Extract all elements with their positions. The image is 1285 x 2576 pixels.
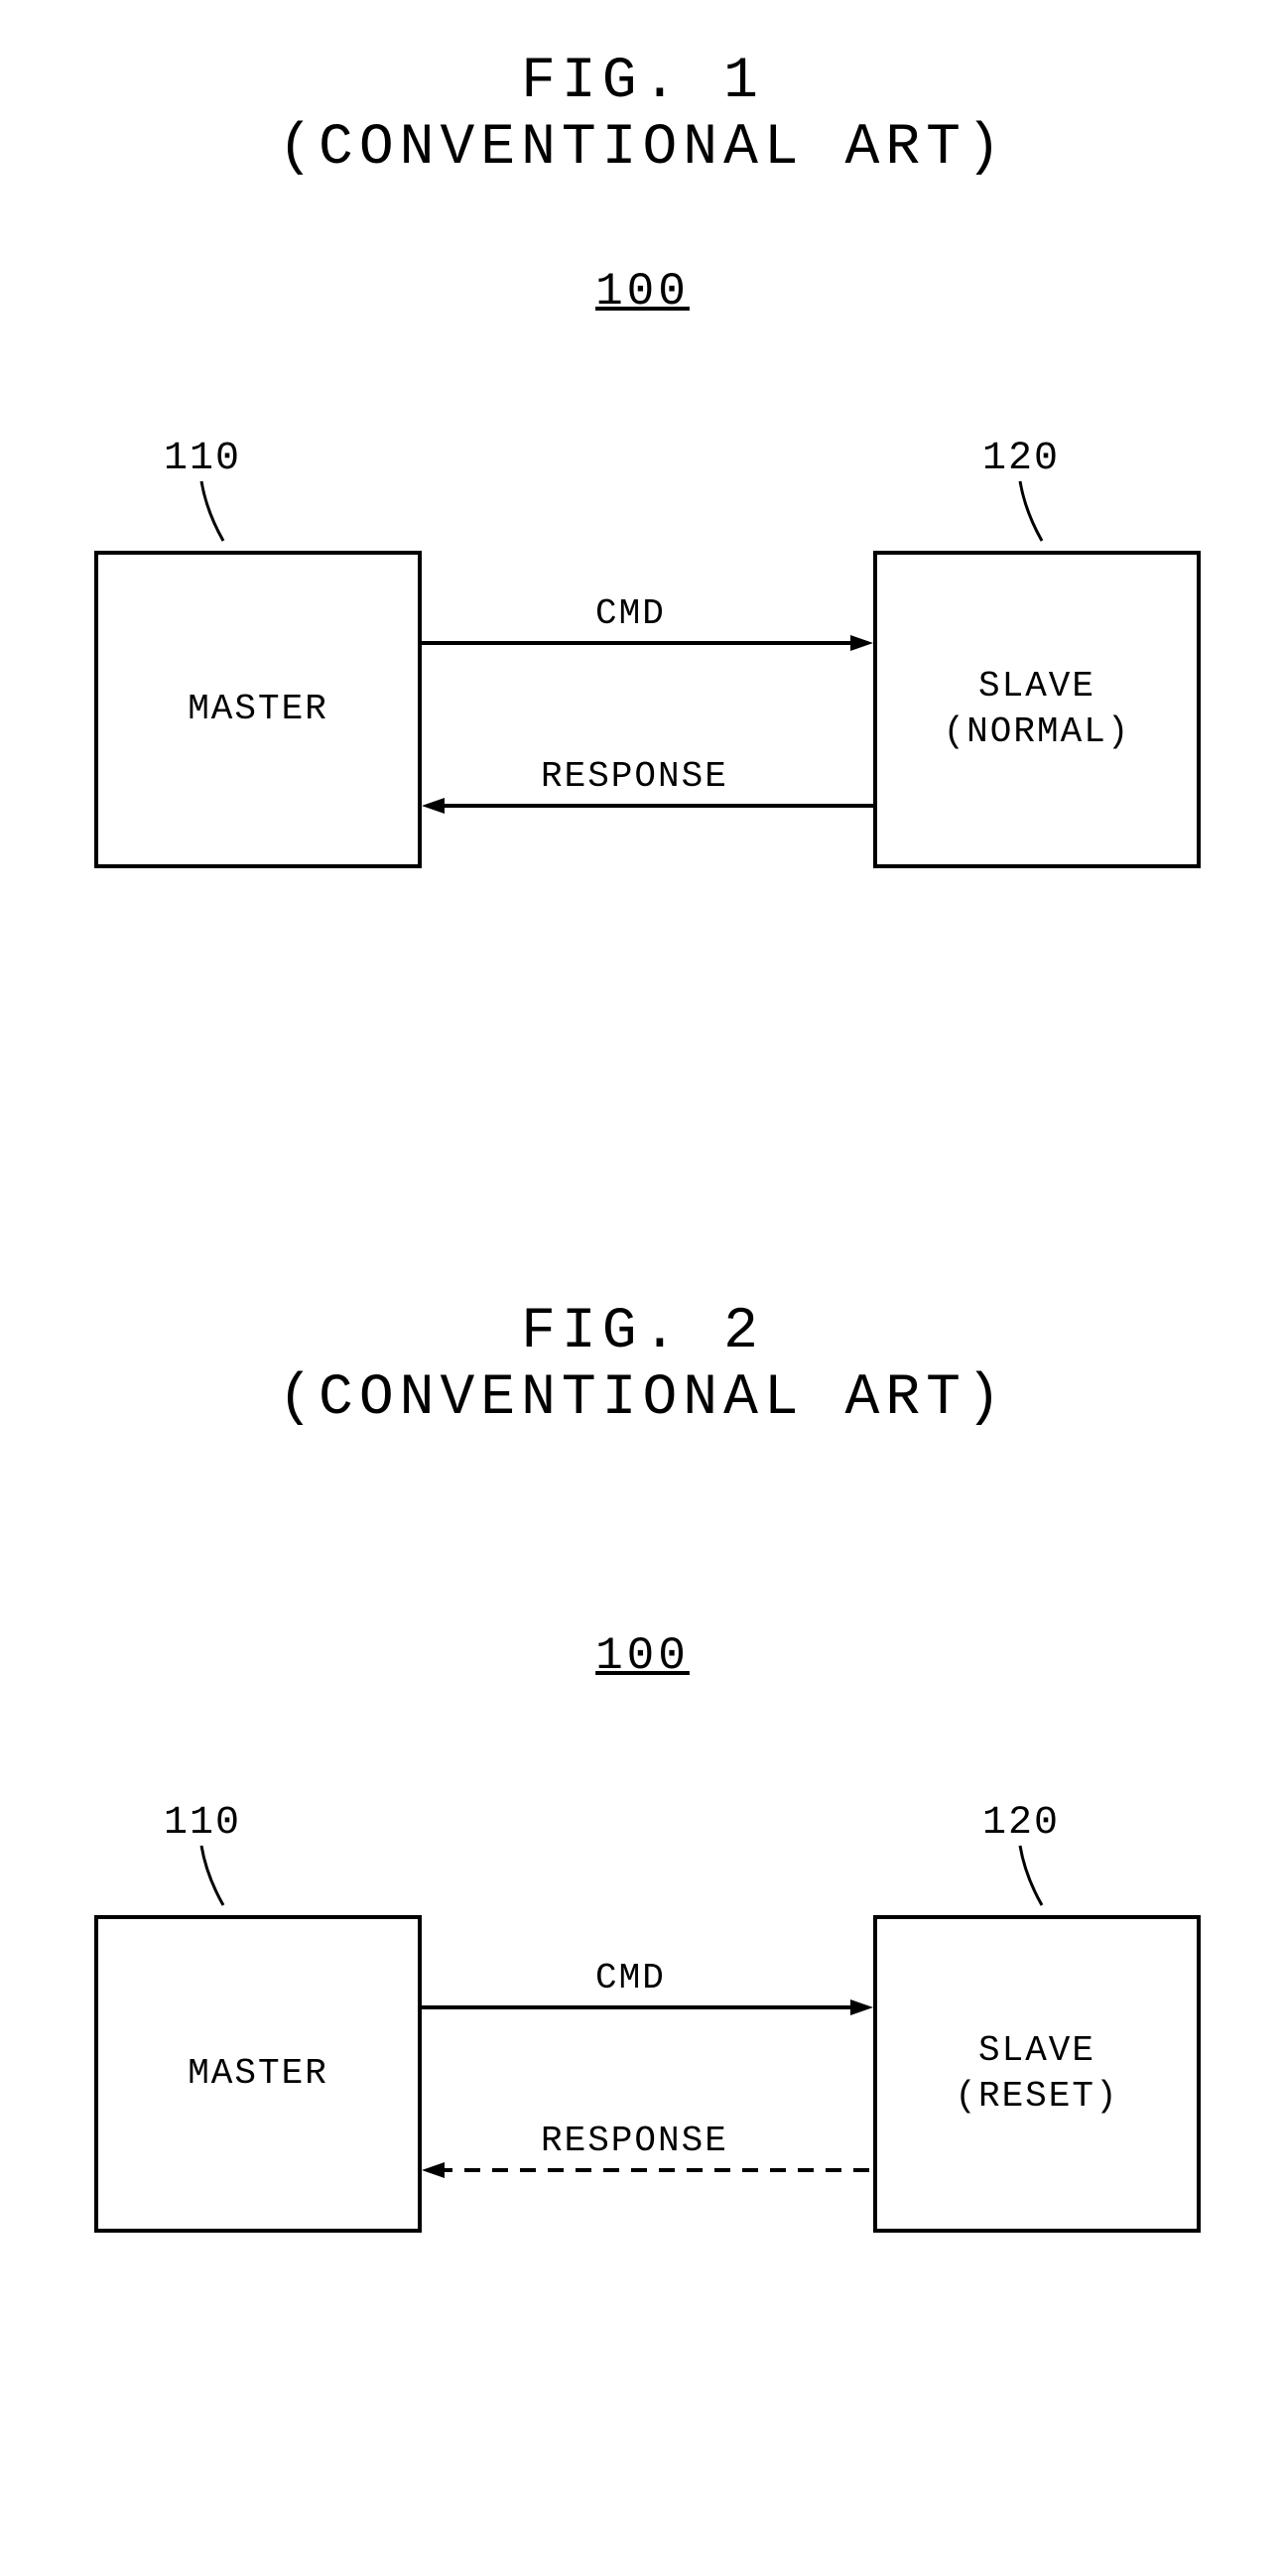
figure-2-slave-label-line2: (RESET) [955,2074,1118,2121]
figure-1-section: FIG. 1 (CONVENTIONAL ART) 100 110 120 MA… [0,50,1285,1121]
figure-1-slave-box: SLAVE (NORMAL) [873,551,1201,868]
figure-2-cmd-arrow [422,1997,873,2027]
figure-1-title-line2: (CONVENTIONAL ART) [278,116,1007,181]
figure-2-response-arrow [422,2160,873,2190]
figure-1-slave-label-line2: (NORMAL) [944,709,1131,756]
figure-2-cmd-label: CMD [595,1958,666,1998]
figure-2-ref: 100 [0,1630,1285,1682]
figure-1-title-line1: FIG. 1 [521,50,764,114]
figure-2-title: FIG. 2 (CONVENTIONAL ART) [0,1300,1285,1432]
figure-2-title-line1: FIG. 2 [521,1300,764,1364]
figure-1-cmd-arrow [422,633,873,663]
figure-1-title: FIG. 1 (CONVENTIONAL ART) [0,50,1285,182]
figure-1-master-label: MASTER [188,687,328,733]
figure-1-response-arrow [422,796,873,826]
figure-2-diagram: 110 120 MASTER SLAVE (RESET) CMD RESPONS… [0,1791,1285,2486]
figure-2-master-label: MASTER [188,2051,328,2098]
figure-2-section: FIG. 2 (CONVENTIONAL ART) 100 110 120 MA… [0,1300,1285,2486]
figure-2-response-label: RESPONSE [541,2121,728,2161]
figure-2-title-line2: (CONVENTIONAL ART) [278,1366,1007,1431]
figure-2-slave-label-line1: SLAVE [978,2028,1095,2075]
figure-1-slave-label-line1: SLAVE [978,664,1095,710]
figure-1-cmd-label: CMD [595,593,666,634]
figure-1-master-box: MASTER [94,551,422,868]
figure-2-slave-box: SLAVE (RESET) [873,1915,1201,2233]
figure-1-response-label: RESPONSE [541,756,728,797]
figure-1-diagram: 110 120 MASTER SLAVE (NORMAL) CMD RESPON… [0,427,1285,1121]
figure-1-ref: 100 [0,266,1285,318]
figure-2-master-box: MASTER [94,1915,422,2233]
